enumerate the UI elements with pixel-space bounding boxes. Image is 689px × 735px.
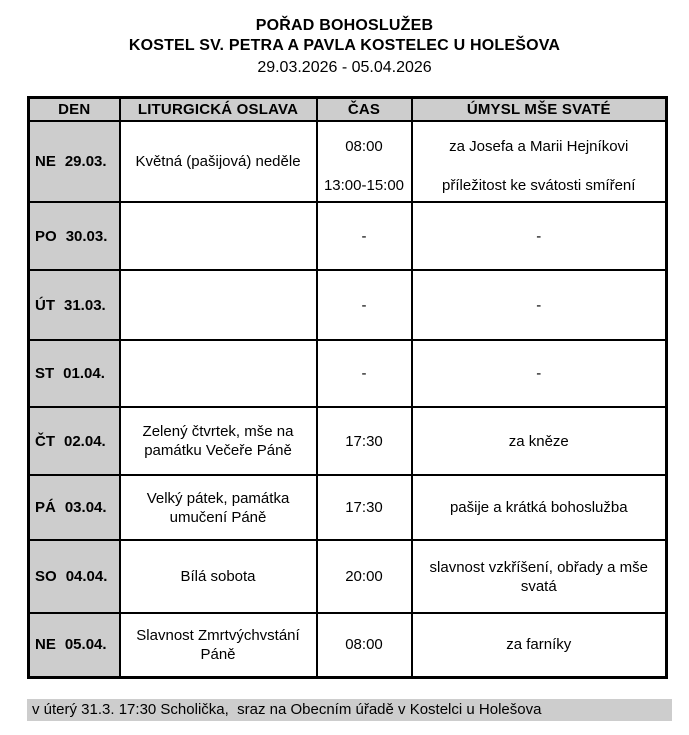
intention-value: za kněze xyxy=(410,406,668,476)
table-row: ÚT 31.03. - - xyxy=(27,269,668,341)
celebration-cell xyxy=(118,269,318,341)
celebration-cell: Bílá sobota xyxy=(118,539,318,614)
day-date: 03.04. xyxy=(64,499,107,516)
intention-value: - xyxy=(410,269,668,341)
intention-value: příležitost ke svátosti smíření xyxy=(442,177,636,194)
column-header-umysl-mse-svate: ÚMYSL MŠE SVATÉ xyxy=(410,96,668,122)
intention-cell: za Josefa a Marii Hejníkovi příležitost k… xyxy=(410,120,668,203)
time-value: 20:00 xyxy=(315,539,413,614)
time-cell: 08:00 13:00-15:00 xyxy=(315,120,413,203)
schedule-table-body: NE 29.03. Květná (pašijová) neděle 08:00 13:… xyxy=(27,120,668,678)
celebration-cell: Květná (pašijová) neděle xyxy=(118,120,318,203)
intention-value: slavnost vzkříšení, obřady a mše svatá xyxy=(410,539,668,614)
day-abbrev: ÚT xyxy=(35,296,55,314)
time-entries: 08:00 13:00-15:00 xyxy=(319,123,410,200)
intention-value: - xyxy=(410,201,668,271)
column-header-cas: ČAS xyxy=(315,96,413,122)
celebration-cell: Zelený čtvrtek, mše na památku Večeře Pá… xyxy=(118,406,318,476)
day-cell: ÚT 31.03. xyxy=(27,269,121,341)
day-abbrev: NE xyxy=(35,636,56,654)
time-value: 13:00-15:00 xyxy=(323,177,405,194)
church-name: KOSTEL SV. PETRA A PAVLA KOSTELEC U HOLE… xyxy=(128,37,561,54)
time-value: 08:00 xyxy=(315,612,413,678)
table-row: ST 01.04. - - xyxy=(27,339,668,408)
day-abbrev: SO xyxy=(35,568,57,585)
column-header-den: DEN xyxy=(27,96,121,122)
day-cell: ST 01.04. xyxy=(27,339,121,408)
celebration-cell: Velký pátek, památka umučení Páně xyxy=(118,474,318,541)
day-date: 30.03. xyxy=(65,227,108,245)
celebration-cell: Slavnost Zmrtvýchvstání Páně xyxy=(118,612,318,678)
day-date: 05.04. xyxy=(64,636,107,654)
day-date: 31.03. xyxy=(64,296,106,314)
intention-value: za Josefa a Marii Hejníkovi xyxy=(449,138,629,155)
day-abbrev: NE xyxy=(35,153,56,170)
table-row: NE 05.04. Slavnost Zmrtvýchvstání Páně 08:0… xyxy=(27,612,668,678)
table-header-row: DEN LITURGICKÁ OSLAVA ČAS ÚMYSL MŠE SVAT… xyxy=(27,96,668,122)
intention-value: za farníky xyxy=(410,612,668,678)
day-date: 04.04. xyxy=(65,568,108,585)
time-value: 17:30 xyxy=(315,406,413,476)
document-title: POŘAD BOHOSLUŽEB xyxy=(255,17,434,34)
day-date: 29.03. xyxy=(64,153,107,170)
day-cell: NE 29.03. xyxy=(27,120,121,203)
intention-value: - xyxy=(410,339,668,408)
day-abbrev: PÁ xyxy=(35,499,56,516)
table-row: PÁ 03.04. Velký pátek, památka umučení Pán… xyxy=(27,474,668,541)
time-value: 08:00 xyxy=(345,138,383,155)
day-cell: PO 30.03. xyxy=(27,201,121,271)
table-row: NE 29.03. Květná (pašijová) neděle 08:00 13:… xyxy=(27,120,668,203)
day-abbrev: ČT xyxy=(35,432,55,450)
time-value: - xyxy=(315,201,413,271)
day-cell: ČT 02.04. xyxy=(27,406,121,476)
footer-note: v úterý 31.3. 17:30 Scholička, sraz na O… xyxy=(27,698,672,721)
intention-entries: za Josefa a Marii Hejníkovi příležitost k… xyxy=(421,123,658,200)
date-range: 29.03.2026 - 05.04.2026 xyxy=(257,59,432,76)
day-abbrev: ST xyxy=(35,365,55,382)
day-cell: PÁ 03.04. xyxy=(27,474,121,541)
time-value: - xyxy=(315,269,413,341)
time-value: 17:30 xyxy=(315,474,413,541)
day-cell: SO 04.04. xyxy=(27,539,121,614)
celebration-cell xyxy=(118,339,318,408)
table-row: ČT 02.04. Zelený čtvrtek, mše na památku V… xyxy=(27,406,668,476)
column-header-liturgicka-oslava: LITURGICKÁ OSLAVA xyxy=(118,96,318,122)
document-header: POŘAD BOHOSLUŽEB KOSTEL SV. PETRA A PAVL… xyxy=(0,0,689,78)
time-value: - xyxy=(315,339,413,408)
schedule-table: DEN LITURGICKÁ OSLAVA ČAS ÚMYSL MŠE SVAT… xyxy=(27,96,668,679)
intention-value: pašije a krátká bohoslužba xyxy=(410,474,668,541)
day-cell: NE 05.04. xyxy=(27,612,121,678)
day-date: 01.04. xyxy=(63,365,105,382)
celebration-cell xyxy=(118,201,318,271)
day-date: 02.04. xyxy=(64,432,106,450)
table-row: SO 04.04. Bílá sobota 20:00 slavnost vzkříše… xyxy=(27,539,668,614)
day-abbrev: PO xyxy=(35,227,57,245)
table-row: PO 30.03. - - xyxy=(27,201,668,271)
